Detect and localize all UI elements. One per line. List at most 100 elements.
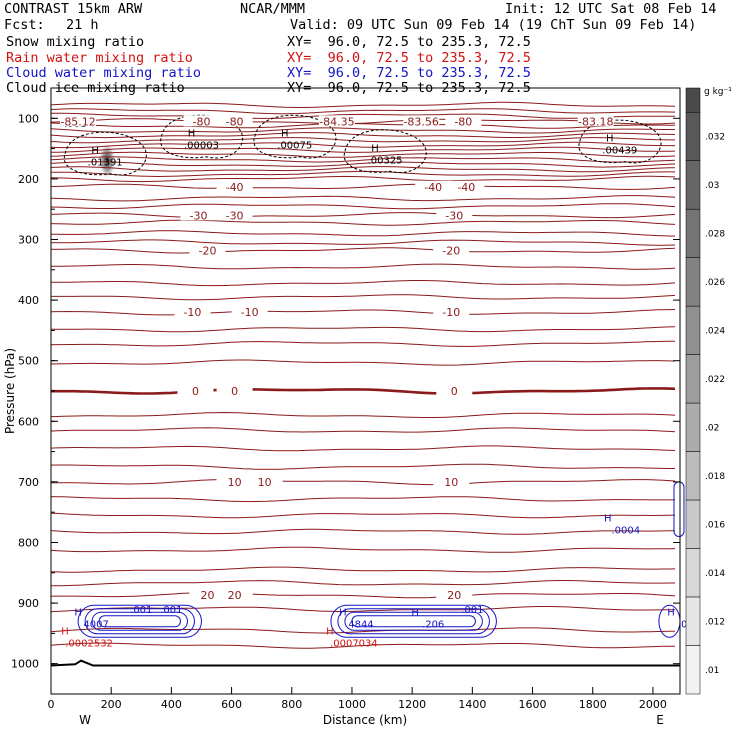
- temperature-contour-label: 0: [451, 385, 458, 398]
- x-end-label-right: E: [656, 713, 664, 727]
- contour-label-bg: [189, 589, 226, 601]
- temperature-contour-label: 0: [231, 385, 238, 398]
- temperature-contour: [50, 627, 675, 634]
- colorbar-tick-label: .018: [705, 472, 725, 482]
- temperature-contour: [50, 170, 675, 178]
- contour-label-bg: [216, 180, 253, 192]
- temperature-contour-label: -30: [445, 209, 463, 222]
- temperature-contour: [50, 496, 676, 503]
- y-tick-label: 200: [18, 173, 39, 186]
- colorbar-swatch: [685, 354, 701, 404]
- contour-label-bg: [189, 244, 226, 256]
- y-tick-label: 600: [18, 415, 39, 428]
- x-tick-label: 1200: [398, 698, 426, 711]
- fcst-label: Fcst:: [4, 17, 45, 33]
- cloud-water-contour: [344, 611, 483, 631]
- temperature-contour: [50, 445, 676, 452]
- y-tick-label: 700: [18, 476, 39, 489]
- cloud-water-contour: [337, 608, 490, 635]
- temperature-contour: [50, 546, 676, 553]
- rain-max-label: .0007034: [330, 639, 378, 650]
- colorbar-swatch: [685, 596, 701, 646]
- x-tick-label: 1000: [338, 698, 366, 711]
- temperature-contour: [50, 309, 676, 316]
- colorbar-tick-label: .014: [705, 569, 725, 579]
- model-title: CONTRAST 15km ARW: [4, 1, 143, 17]
- contour-label-bg: [415, 180, 452, 192]
- colorbar-swatch: [685, 208, 701, 258]
- temperature-contour: [50, 195, 676, 202]
- valid-time: Valid: 09 UTC Sun 09 Feb 14 (19 ChT Sun …: [290, 17, 697, 33]
- cloud-ice-contour: [578, 119, 662, 164]
- temperature-contour-label: -10: [183, 306, 201, 319]
- cloud-water-max-label: 4007: [83, 619, 108, 630]
- cloud-water-max-marker: H: [74, 607, 82, 618]
- cloud-ice-max-label: .00439: [602, 146, 637, 157]
- colorbar-swatch: [685, 305, 701, 355]
- temperature-contour: [50, 411, 676, 418]
- field-xy-cloud-water: XY= 96.0, 72.5 to 235.3, 72.5: [287, 65, 531, 81]
- temperature-contour: [51, 387, 676, 395]
- fcst-value: 21 h: [66, 17, 99, 33]
- field-name-rain: Rain water mixing ratio: [6, 50, 193, 66]
- temperature-contour-label: -40: [457, 181, 475, 194]
- temperature-contour-label: -20: [199, 244, 217, 257]
- contour-label-bg: [403, 115, 440, 127]
- colorbar-swatch: [685, 160, 701, 210]
- cloud-ice-contour: [63, 131, 147, 176]
- y-tick-label: 400: [18, 294, 39, 307]
- contour-label-bg: [448, 180, 485, 192]
- colorbar-swatch: [685, 257, 701, 307]
- temperature-contour: [50, 212, 676, 219]
- temperature-contour: [51, 294, 676, 301]
- contour-label-bg: [216, 385, 253, 396]
- cloud-water-contour-label: .001: [461, 605, 483, 616]
- cloud-ice-max-label: .00325: [368, 155, 403, 166]
- temperature-contour-label: 10: [258, 476, 272, 489]
- temperature-contour: [50, 127, 676, 134]
- temperature-contour: [50, 161, 676, 168]
- contour-label-bg: [60, 115, 97, 127]
- temperature-contour-label: 10: [444, 476, 458, 489]
- temperature-contour: [50, 512, 676, 519]
- contour-label-bg: [216, 115, 253, 127]
- field-name-snow: Snow mixing ratio: [6, 34, 145, 50]
- temperature-contour: [50, 203, 676, 210]
- temperature-contour: [50, 566, 676, 573]
- cloud-water-contour: [91, 611, 188, 631]
- x-tick-label: 1600: [519, 698, 547, 711]
- colorbar-swatch: [685, 451, 701, 501]
- temperature-contour-label: -40: [226, 181, 244, 194]
- temperature-contour-label: -80: [454, 115, 472, 128]
- temperature-contour-label: -20: [442, 244, 460, 257]
- contour-label-bg: [433, 306, 470, 318]
- temperature-contour-label: -10: [241, 306, 259, 319]
- temperature-contour-label: -30: [189, 209, 207, 222]
- temperature-contour-label: 20: [447, 589, 461, 602]
- colorbar-tick-label: .024: [705, 326, 725, 336]
- temperature-contour: [50, 642, 675, 649]
- y-tick-label: 500: [18, 355, 39, 368]
- temperature-contour: [50, 101, 676, 108]
- y-tick-label: 100: [18, 112, 39, 125]
- contour-label-bg: [177, 385, 214, 396]
- temperature-contour-label: -10: [442, 306, 460, 319]
- contour-label-bg: [577, 115, 614, 127]
- temperature-contour: [51, 479, 676, 486]
- colorbar-tick-label: .03: [705, 181, 719, 191]
- colorbar: .032 .03 .028 .026 .024 .022 .02 .018 .016 .014 .0…: [685, 87, 725, 695]
- cloud-ice-max-label: .01391: [88, 158, 123, 169]
- rain-max-marker: H: [326, 627, 334, 638]
- temperature-contour: [51, 280, 676, 287]
- cloud-water-max-marker: H: [339, 607, 347, 618]
- temperature-contour: [50, 219, 676, 226]
- colorbar-tick-label: .028: [705, 229, 725, 239]
- temperature-contour-label: -30: [226, 209, 244, 222]
- contour-label-bg: [180, 209, 217, 221]
- temperature-contour-label: 20: [228, 589, 242, 602]
- contour-label-bg: [318, 115, 355, 127]
- temperature-contour: [50, 239, 676, 246]
- x-tick-label: 800: [281, 698, 302, 711]
- x-tick-label: 1400: [458, 698, 486, 711]
